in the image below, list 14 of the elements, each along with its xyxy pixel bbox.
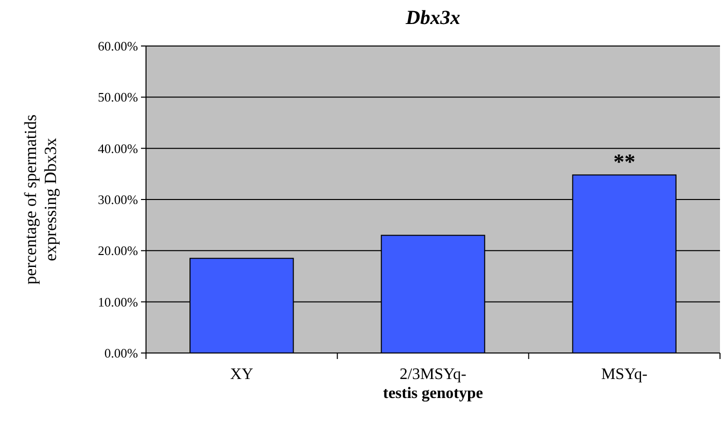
- y-tick-label: 20.00%: [98, 243, 138, 258]
- y-tick-label: 30.00%: [98, 192, 138, 208]
- y-axis-title: percentage of spermatids expressing Dbx3x: [21, 114, 60, 284]
- y-tick-label: 0.00%: [104, 346, 138, 361]
- chart-title: Dbx3x: [404, 7, 460, 29]
- y-tick-label: 60.00%: [98, 38, 138, 54]
- y-tick-label: 10.00%: [98, 294, 138, 310]
- annotation: **: [613, 148, 636, 174]
- x-tick-label: 2/3MSYq-: [400, 366, 466, 383]
- x-tick-label: XY: [230, 366, 254, 383]
- y-tick-label: 40.00%: [98, 140, 138, 156]
- x-tick-label: MSYq-: [601, 366, 648, 383]
- y-tick-label: 50.00%: [98, 90, 138, 105]
- x-axis-title: testis genotype: [383, 385, 483, 402]
